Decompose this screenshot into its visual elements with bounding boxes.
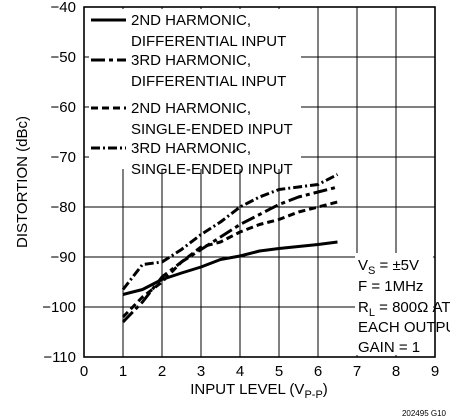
condition-supply: VS = ±5V — [358, 257, 419, 277]
test-conditions: VS = ±5V F = 1MHz RL = 800Ω AT EACH OUTP… — [355, 253, 450, 356]
legend-background — [89, 9, 301, 169]
legend-text-2nd-single-ended-line2: SINGLE-ENDED INPUT — [131, 121, 293, 138]
y-tick-label: −60 — [51, 99, 76, 116]
condition-load: RL = 800Ω AT — [358, 299, 450, 319]
legend-text-3rd-differential-line2: DIFFERENTIAL INPUT — [131, 73, 286, 90]
y-tick-label: −110 — [43, 349, 76, 366]
x-tick-label: 7 — [353, 363, 361, 380]
conditions-background — [355, 253, 433, 355]
y-tick-label: −100 — [42, 299, 76, 316]
x-tick-label: 0 — [80, 363, 88, 380]
figure-id: 202495 G10 — [402, 409, 447, 418]
x-tick-label: 2 — [158, 363, 166, 380]
y-tick-label: −50 — [51, 49, 76, 66]
x-tick-label: 9 — [431, 363, 439, 380]
condition-each-output: EACH OUTPUT — [358, 319, 450, 336]
series-3rd-harmonic-differential — [121, 185, 338, 324]
legend-entry-3rd-single-ended: 3RD HARMONIC, SINGLE-ENDED INPUT — [91, 140, 293, 178]
x-tick-label: 6 — [314, 363, 322, 380]
series-3rd-harmonic-single-ended — [121, 173, 339, 291]
condition-gain: GAIN = 1 — [358, 339, 420, 356]
legend-text-2nd-differential-line1: 2ND HARMONIC, — [131, 12, 251, 29]
legend-entry-2nd-differential: 2ND HARMONIC, DIFFERENTIAL INPUT — [91, 12, 286, 50]
legend-text-3rd-single-ended-line2: SINGLE-ENDED INPUT — [131, 161, 293, 178]
legend-entry-3rd-differential: 3RD HARMONIC, DIFFERENTIAL INPUT — [91, 52, 286, 90]
y-tick-label: −40 — [51, 0, 76, 16]
y-tick-labels: −40 −50 −60 −70 −80 −90 −100 −110 — [42, 0, 76, 366]
x-tick-labels: 0 1 2 3 4 5 6 7 8 9 — [80, 363, 439, 380]
y-tick-label: −90 — [51, 249, 76, 266]
x-tick-label: 5 — [275, 363, 283, 380]
legend-text-2nd-differential-line2: DIFFERENTIAL INPUT — [131, 33, 286, 50]
legend-text-3rd-differential-line1: 3RD HARMONIC, — [131, 52, 251, 69]
x-tick-label: 4 — [236, 363, 244, 380]
x-axis-label: INPUT LEVEL (VP-P) — [190, 381, 328, 401]
x-tick-label: 8 — [392, 363, 400, 380]
legend: 2ND HARMONIC, DIFFERENTIAL INPUT 3RD HAR… — [89, 9, 301, 178]
y-tick-label: −80 — [51, 199, 76, 216]
y-tick-label: −70 — [51, 149, 76, 166]
x-tick-label: 1 — [119, 363, 127, 380]
legend-entry-2nd-single-ended: 2ND HARMONIC, SINGLE-ENDED INPUT — [91, 100, 293, 138]
series-2nd-harmonic-single-ended — [121, 200, 338, 319]
condition-frequency: F = 1MHz — [358, 278, 423, 295]
plot-frame — [83, 6, 436, 358]
legend-text-2nd-single-ended-line1: 2ND HARMONIC, — [131, 100, 251, 117]
series-lines — [121, 173, 339, 324]
y-axis-label: DISTORTION (dBc) — [14, 116, 31, 248]
x-tick-label: 3 — [197, 363, 205, 380]
legend-text-3rd-single-ended-line1: 3RD HARMONIC, — [131, 140, 251, 157]
